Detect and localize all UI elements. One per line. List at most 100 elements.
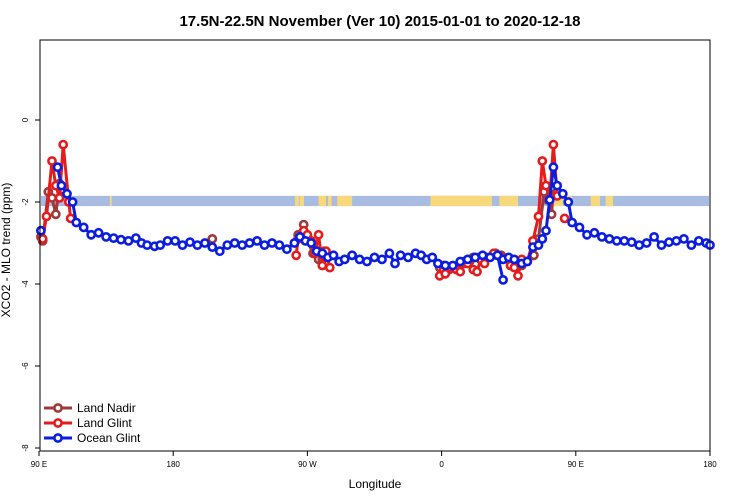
land-band-segment <box>551 195 563 207</box>
data-point <box>362 256 372 267</box>
land-band-segment <box>499 195 519 207</box>
data-point <box>541 180 551 191</box>
data-point <box>477 250 488 261</box>
legend-label: Land Nadir <box>77 401 136 415</box>
data-point <box>548 162 559 173</box>
data-point <box>472 266 482 277</box>
y-axis: 0 -2 -4 -6 -8 <box>21 117 40 452</box>
y-tick-label: -4 <box>21 280 30 288</box>
data-point <box>244 238 255 248</box>
data-point <box>440 260 451 271</box>
data-point <box>347 250 357 261</box>
data-point <box>62 188 72 199</box>
data-point <box>447 260 458 271</box>
data-point <box>41 211 52 222</box>
data-point <box>513 270 523 281</box>
data-point <box>101 231 111 242</box>
data-point <box>108 233 119 243</box>
land-band-segment <box>605 195 614 207</box>
data-point <box>384 248 395 259</box>
data-point <box>130 233 141 243</box>
data-point <box>557 188 568 199</box>
data-point <box>155 240 166 250</box>
data-point <box>552 180 563 191</box>
data-point <box>229 238 240 248</box>
data-point <box>649 231 659 242</box>
data-point <box>142 240 152 250</box>
data-point <box>252 235 262 246</box>
chart-title: 17.5N-22.5N November (Ver 10) 2015-01-01… <box>179 13 580 30</box>
data-point <box>306 238 316 248</box>
data-point <box>52 162 63 173</box>
data-point <box>291 250 302 261</box>
data-point <box>671 235 682 246</box>
data-point <box>509 262 520 273</box>
data-point <box>455 256 466 267</box>
legend-label: Ocean Glint <box>77 431 141 445</box>
data-point <box>199 238 210 248</box>
data-point <box>403 252 413 263</box>
data-point <box>619 235 630 246</box>
data-point <box>192 240 203 250</box>
series-ocean-glint <box>36 162 715 285</box>
data-point <box>604 233 615 244</box>
data-point <box>281 244 292 255</box>
data-point <box>369 252 380 263</box>
data-point <box>67 197 78 207</box>
data-point <box>116 234 126 245</box>
land-band-segment <box>327 195 332 207</box>
ocean-band <box>41 195 709 207</box>
data-point <box>522 256 533 267</box>
data-point <box>455 266 466 277</box>
data-point <box>611 235 622 246</box>
data-point <box>37 233 48 244</box>
data-point <box>289 238 300 248</box>
data-point <box>207 233 218 244</box>
data-point <box>626 237 637 248</box>
data-point <box>274 240 285 250</box>
data-point <box>544 194 555 205</box>
data-point <box>533 211 544 222</box>
legend-label: Land Glint <box>77 416 132 430</box>
data-point <box>390 258 400 269</box>
plot-frame <box>39 39 711 452</box>
data-point <box>563 197 574 207</box>
land-band-segment <box>430 195 492 207</box>
x-tick-label: 0 <box>439 460 444 469</box>
surface-band <box>41 195 709 207</box>
data-point <box>36 225 46 236</box>
data-point <box>395 250 406 261</box>
x-tick-label: 90 W <box>298 460 317 469</box>
data-point <box>693 235 704 246</box>
data-point <box>78 222 89 233</box>
data-point <box>71 217 82 228</box>
data-point <box>177 240 188 250</box>
data-point <box>664 237 674 248</box>
data-point <box>589 227 600 238</box>
data-point <box>207 242 218 252</box>
data-point <box>641 238 652 248</box>
data-point <box>170 235 180 246</box>
y-axis-label: XCO2 - MLO trend (ppm) <box>0 183 13 318</box>
x-tick-label: 90 E <box>31 460 47 469</box>
data-point <box>313 229 324 240</box>
y-tick-label: -8 <box>21 444 30 452</box>
x-axis-label: Longitude <box>349 477 402 491</box>
data-point <box>582 229 592 240</box>
data-point <box>498 274 508 285</box>
data-point <box>47 156 57 166</box>
x-axis: 90 E 180 90 W 0 90 E 180 <box>31 451 717 469</box>
data-point <box>317 260 328 271</box>
data-point <box>50 209 61 220</box>
data-point <box>686 240 697 250</box>
data-point <box>559 213 570 224</box>
land-band-segment <box>299 195 305 207</box>
data-point <box>679 233 689 244</box>
x-tick-label: 180 <box>167 460 181 469</box>
land-band-segment <box>318 195 327 207</box>
land-band-segment <box>337 195 353 207</box>
data-point <box>214 246 225 257</box>
data-point <box>432 258 443 269</box>
